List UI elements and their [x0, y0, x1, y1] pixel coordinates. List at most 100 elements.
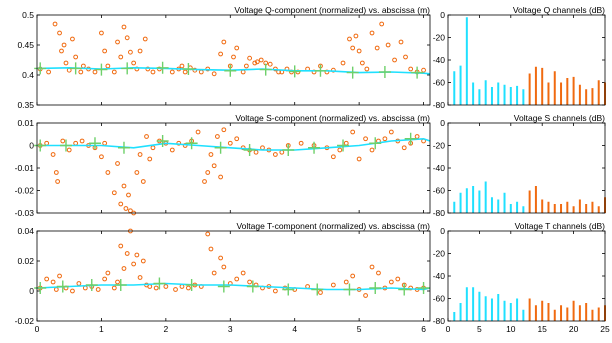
data-point — [385, 42, 391, 48]
y-tick-label: 0.01 — [17, 118, 34, 128]
data-point — [92, 69, 98, 75]
y-tick-label: 0.45 — [17, 40, 34, 50]
data-point — [147, 156, 153, 162]
data-point — [330, 154, 336, 160]
y-tick-label: -80 — [433, 208, 446, 218]
data-point — [252, 60, 258, 66]
y-tick-label: -20 — [433, 249, 446, 259]
plus-marker — [185, 279, 198, 291]
data-point — [376, 270, 381, 276]
data-point — [140, 258, 146, 264]
data-point — [388, 129, 394, 135]
data-point — [57, 30, 62, 36]
data-point — [363, 136, 368, 142]
plot-background — [37, 15, 430, 105]
series-line — [37, 137, 431, 151]
y-tick-label: -0.02 — [15, 316, 35, 326]
y-tick-label: -80 — [433, 316, 446, 326]
data-point — [140, 179, 146, 184]
data-point — [79, 138, 85, 144]
data-point — [46, 69, 51, 75]
series-line — [36, 282, 431, 291]
y-tick-label: 0.5 — [22, 10, 34, 20]
data-point — [60, 138, 66, 144]
data-point — [350, 45, 356, 51]
data-point — [144, 134, 149, 139]
data-point — [78, 69, 84, 75]
data-point — [118, 243, 124, 249]
data-point — [218, 51, 224, 57]
data-point — [163, 284, 169, 289]
plus-marker — [288, 65, 301, 78]
plus-marker — [346, 66, 359, 79]
y-tick-label: -80 — [433, 100, 446, 110]
plot-frame — [447, 122, 606, 214]
data-point — [124, 35, 130, 41]
y-tick-label: 0.04 — [17, 226, 34, 236]
data-point — [131, 261, 137, 267]
data-point — [52, 21, 58, 27]
data-point — [173, 287, 178, 292]
chart-panel-2: Voltage S-component (normalized) vs. abs… — [15, 113, 431, 218]
data-point — [208, 246, 214, 252]
y-tick-label: -40 — [433, 163, 446, 173]
panel-title: Voltage T channels (dB) — [515, 221, 606, 231]
data-point — [392, 57, 397, 63]
plus-marker — [88, 137, 101, 150]
chart-panel-1: Voltage Q-component (normalized) vs. abs… — [17, 5, 431, 110]
panel-title: Voltage Q-component (normalized) vs. abs… — [234, 5, 430, 15]
plus-marker — [243, 144, 256, 156]
data-point — [202, 179, 207, 184]
x-tick-label: 5 — [477, 324, 482, 334]
data-point — [121, 266, 127, 271]
data-point — [247, 279, 253, 285]
data-point — [63, 60, 69, 66]
plus-marker — [156, 135, 169, 147]
data-point — [115, 279, 120, 285]
panel-title: Voltage Q channels (dB) — [513, 5, 605, 15]
data-point — [214, 134, 220, 139]
y-tick-label: -20 — [433, 141, 446, 151]
plus-marker — [369, 137, 382, 150]
data-point — [382, 136, 388, 142]
data-point — [118, 54, 124, 60]
x-tick-label: 25 — [600, 324, 610, 334]
data-point — [350, 273, 356, 279]
data-point — [353, 33, 359, 39]
x-tick-label: 5 — [357, 324, 362, 334]
data-point — [234, 276, 240, 282]
data-point — [57, 273, 62, 279]
data-point — [258, 57, 264, 63]
plus-marker — [404, 132, 417, 145]
panel-title: Voltage S channels (dB) — [514, 113, 605, 123]
plus-marker — [185, 137, 198, 150]
data-point — [401, 145, 407, 151]
plus-marker — [343, 283, 356, 296]
y-tick-label: 0.02 — [17, 256, 34, 266]
data-point — [205, 170, 211, 175]
x-tick-label: 15 — [537, 324, 547, 334]
data-point — [111, 190, 117, 196]
data-point — [298, 140, 304, 146]
data-point — [95, 287, 101, 292]
plus-marker — [214, 141, 227, 154]
plus-marker — [411, 66, 424, 79]
data-point — [99, 30, 104, 36]
data-point — [126, 192, 131, 198]
data-point — [44, 276, 50, 282]
x-tick-label: 2 — [163, 324, 168, 334]
plus-marker — [117, 141, 130, 154]
data-point — [408, 285, 414, 291]
plus-marker — [311, 283, 324, 296]
plus-marker — [417, 282, 430, 294]
plus-marker — [34, 282, 47, 294]
x-tick-label: 10 — [506, 324, 516, 334]
plus-marker — [246, 280, 259, 293]
data-point — [50, 152, 56, 157]
data-point — [395, 276, 401, 282]
data-point — [356, 156, 362, 162]
x-tick-label: 1 — [99, 324, 104, 334]
data-point — [105, 170, 111, 175]
plot-frame — [447, 230, 606, 322]
data-point — [221, 127, 227, 133]
